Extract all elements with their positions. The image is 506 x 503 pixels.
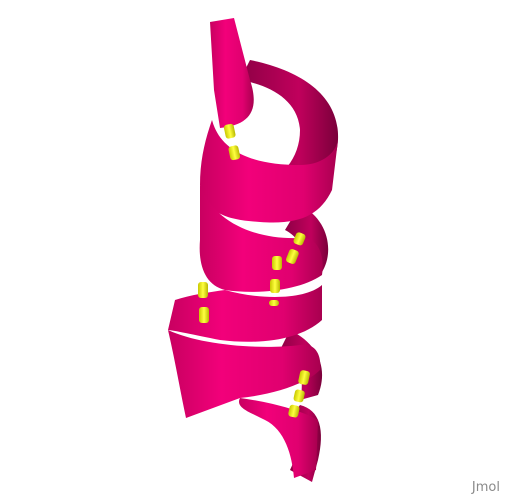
hbond <box>223 123 241 161</box>
helix-front-segment <box>168 330 321 418</box>
helix-front-segments <box>168 18 338 478</box>
hbond <box>288 370 310 418</box>
hbond <box>286 232 306 264</box>
helix-c-terminus <box>239 398 318 478</box>
hbond <box>269 256 282 306</box>
helix-n-terminus <box>210 18 254 128</box>
helix-front-segment <box>168 285 322 342</box>
hydrogen-bonds <box>198 123 310 418</box>
helix-front-segment <box>200 120 338 223</box>
helix-front-segment <box>199 185 323 292</box>
hbond <box>198 282 209 323</box>
jmol-watermark: Jmol <box>471 480 500 495</box>
